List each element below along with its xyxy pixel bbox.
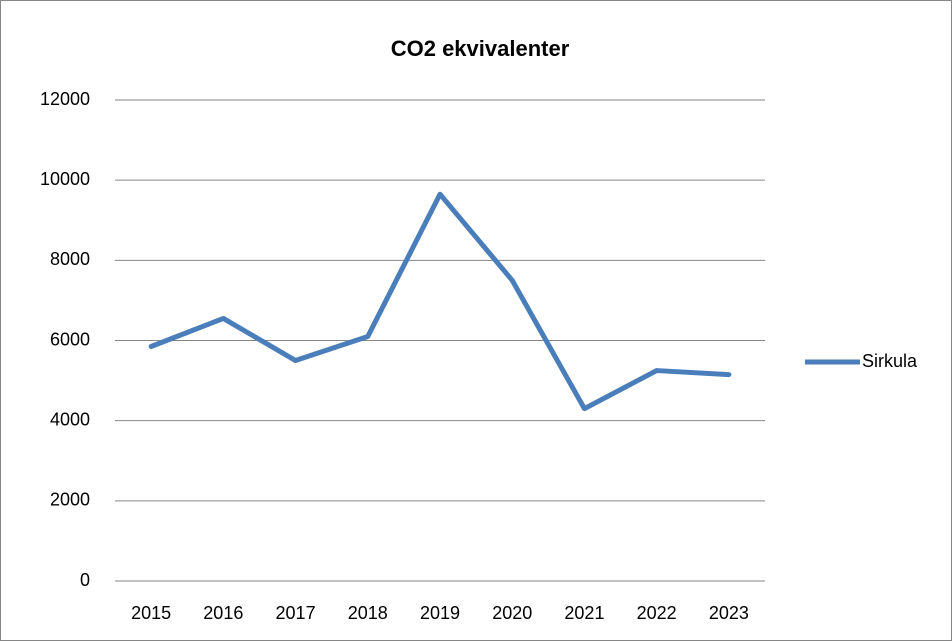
- y-tick-label: 10000: [40, 169, 90, 189]
- x-tick-label: 2020: [492, 603, 532, 623]
- legend-label: Sirkula: [862, 351, 918, 371]
- x-tick-label: 2019: [420, 603, 460, 623]
- x-tick-label: 2015: [131, 603, 171, 623]
- x-tick-label: 2016: [203, 603, 243, 623]
- y-tick-label: 12000: [40, 89, 90, 109]
- y-tick-label: 2000: [50, 490, 90, 510]
- y-tick-label: 6000: [50, 329, 90, 349]
- x-tick-label: 2023: [709, 603, 749, 623]
- y-tick-label: 0: [80, 570, 90, 590]
- y-tick-label: 8000: [50, 249, 90, 269]
- y-tick-label: 4000: [50, 409, 90, 429]
- x-tick-label: 2018: [348, 603, 388, 623]
- data-line: [148, 191, 732, 412]
- x-tick-label: 2022: [637, 603, 677, 623]
- chart-title: CO2 ekvivalenter: [391, 36, 570, 61]
- x-tick-label: 2017: [276, 603, 316, 623]
- x-tick-label: 2021: [564, 603, 604, 623]
